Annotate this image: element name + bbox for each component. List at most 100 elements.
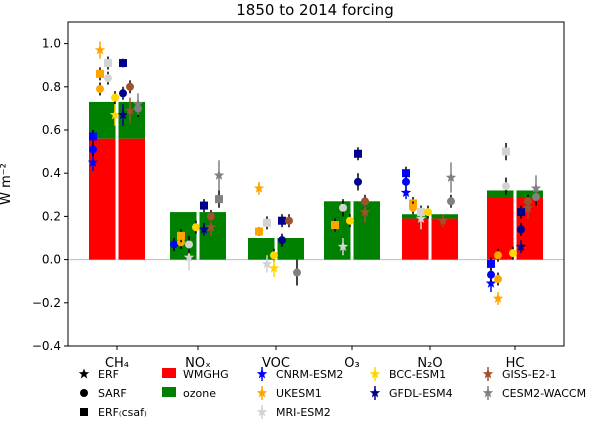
y-tick-label: 0.8: [42, 80, 61, 94]
legend-marker: [80, 389, 88, 397]
legend-label: CESM2-WACCM: [502, 387, 586, 400]
data-point: [402, 177, 410, 186]
data-point: [119, 89, 127, 98]
legend-marker: [369, 387, 381, 398]
legend-marker: [256, 387, 268, 398]
legend-label: ozone: [183, 387, 216, 400]
data-point: [285, 216, 293, 225]
data-point: [447, 197, 455, 206]
data-point: [87, 156, 99, 167]
chart-title: 1850 to 2014 forcing: [236, 1, 393, 19]
data-point: [509, 249, 517, 258]
data-point: [263, 218, 271, 227]
legend-label: SARF: [98, 387, 127, 400]
x-tick-label: VOC: [262, 356, 290, 371]
legend-label: GISS-E2-1: [502, 368, 557, 381]
y-tick-label: −0.2: [32, 296, 61, 310]
data-point: [117, 109, 129, 120]
legend-swatch: [162, 387, 176, 397]
data-point: [94, 44, 106, 55]
data-point: [354, 149, 362, 158]
data-point: [261, 258, 273, 269]
data-point: [96, 69, 104, 78]
legend-label: WMGHG: [183, 368, 229, 381]
data-point: [515, 241, 527, 252]
data-point: [424, 208, 432, 217]
data-point: [104, 59, 112, 68]
data-point: [170, 240, 178, 249]
data-point: [270, 251, 278, 260]
data-point: [492, 292, 504, 303]
data-point: [124, 105, 136, 116]
data-point: [402, 169, 410, 178]
data-point: [487, 270, 495, 279]
legend-marker: [256, 368, 268, 379]
x-tick-label: O₃: [344, 356, 359, 371]
data-point: [119, 59, 127, 68]
data-point: [502, 147, 510, 156]
y-tick-label: 1.0: [42, 37, 61, 51]
data-point: [132, 98, 144, 109]
data-point: [185, 240, 193, 249]
data-point: [346, 216, 354, 225]
data-point: [109, 109, 121, 120]
y-tick-label: 0.2: [42, 209, 61, 223]
y-tick-label: 0.4: [42, 166, 61, 180]
data-point: [354, 177, 362, 186]
legend-label: GFDL-ESM4: [389, 387, 453, 400]
data-point: [200, 201, 208, 210]
data-point: [183, 251, 195, 262]
data-point: [126, 82, 134, 91]
data-point: [255, 227, 263, 236]
data-point: [213, 169, 225, 180]
plot-frame: [67, 21, 565, 347]
legend-marker: [482, 387, 494, 398]
data-point: [522, 202, 534, 213]
legend-marker: [80, 408, 88, 416]
legend-marker: [482, 368, 494, 379]
data-point: [337, 241, 349, 252]
data-point: [104, 74, 112, 83]
y-tick-label: 0.6: [42, 123, 61, 137]
data-point: [89, 132, 97, 141]
legend-label: CNRM-ESM2: [276, 368, 343, 381]
data-point: [278, 216, 286, 225]
data-point: [339, 203, 347, 212]
legend-marker: [78, 368, 90, 379]
data-point: [494, 251, 502, 260]
data-point: [205, 221, 217, 232]
x-tick-label: N₂O: [417, 356, 442, 371]
data-point: [253, 182, 265, 193]
data-point: [530, 182, 542, 193]
data-point: [445, 172, 457, 182]
data-point: [331, 221, 339, 230]
data-point: [409, 203, 417, 212]
legend-swatch: [162, 368, 176, 378]
data-point: [502, 182, 510, 191]
y-tick-label: −0.4: [32, 339, 61, 353]
x-tick-label: NOₓ: [185, 356, 211, 371]
data-point: [517, 208, 525, 217]
legend-marker: [256, 406, 268, 417]
x-tick-label: HC: [506, 356, 525, 371]
x-tick-label: CH₄: [105, 356, 129, 371]
data-point: [400, 187, 412, 198]
data-point: [437, 215, 449, 226]
data-point: [494, 275, 502, 284]
legend-label: UKESM1: [276, 387, 322, 400]
y-axis-label: W m⁻²: [0, 163, 14, 205]
legend-label: BCC-ESM1: [389, 368, 446, 381]
data-point: [96, 84, 104, 93]
data-point: [215, 195, 223, 204]
legend-label: ERF₍csaf₎: [98, 406, 147, 419]
data-point: [268, 262, 280, 273]
data-point: [177, 231, 185, 240]
data-point: [415, 213, 427, 224]
data-point: [198, 223, 210, 234]
data-point: [359, 206, 371, 217]
legend-label: ERF: [98, 368, 119, 381]
data-point: [517, 225, 525, 234]
y-tick-label: 0.0: [42, 253, 61, 267]
